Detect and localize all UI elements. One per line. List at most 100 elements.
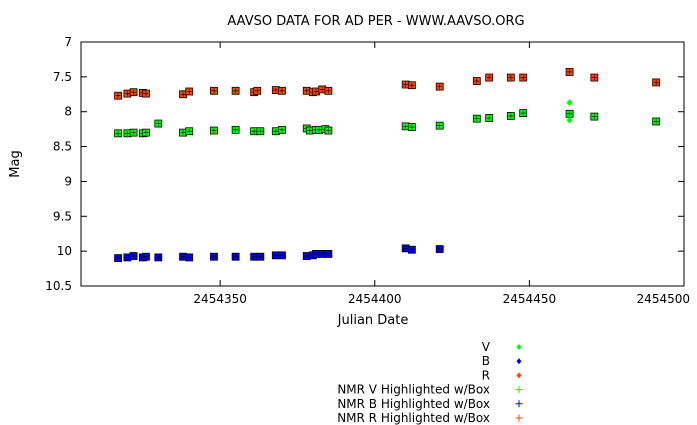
legend-diamond-icon <box>516 372 522 379</box>
data-point-cross <box>273 87 279 93</box>
data-point-cross <box>325 88 331 94</box>
data-point-cross <box>316 127 322 133</box>
data-point-cross <box>186 88 192 94</box>
y-axis: 7 7.5 8 8.5 9 9.5 10 10.5 <box>45 35 684 293</box>
chart-title: AAVSO DATA FOR AD PER - WWW.AAVSO.ORG <box>227 14 524 29</box>
series-r <box>114 68 661 100</box>
x-tick-label: 2454450 <box>503 292 556 306</box>
y-tick-label: 7 <box>64 35 72 49</box>
data-point-cross <box>486 115 492 121</box>
data-point-cross <box>279 127 285 133</box>
data-point-cross <box>251 128 257 134</box>
data-point-cross <box>403 245 409 251</box>
legend-diamond-icon <box>516 358 522 365</box>
legend-label: R <box>482 368 490 382</box>
data-point-cross <box>115 93 121 99</box>
data-point-cross <box>115 130 121 136</box>
data-point-cross <box>143 254 149 260</box>
data-point-cross <box>403 82 409 88</box>
data-point-cross <box>508 75 514 81</box>
plot-frame <box>80 41 685 287</box>
data-point-cross <box>124 91 130 97</box>
legend-label: NMR B Highlighted w/Box <box>337 397 490 411</box>
data-point-v-diamond <box>566 116 573 124</box>
data-point-cross <box>403 123 409 129</box>
y-tick-label: 8 <box>64 105 72 119</box>
data-point-cross <box>115 255 121 261</box>
data-point-cross <box>304 253 310 259</box>
legend-plus-icon <box>515 414 523 422</box>
data-point-cross <box>567 111 573 117</box>
data-point-cross <box>186 254 192 260</box>
legend-plus-icon <box>515 400 523 408</box>
data-point-cross <box>143 130 149 136</box>
data-point-cross <box>233 127 239 133</box>
y-tick-label: 7.5 <box>53 70 72 84</box>
legend-diamond-icon <box>516 344 522 350</box>
y-axis-label: Mag <box>8 150 23 177</box>
y-tick-label: 10.5 <box>45 279 72 293</box>
x-tick-label: 2454500 <box>637 292 690 306</box>
data-point-cross <box>313 88 319 94</box>
data-point-cross <box>520 75 526 81</box>
data-point-cross <box>409 247 415 253</box>
y-tick-label: 9.5 <box>53 209 72 223</box>
data-point-cross <box>474 116 480 122</box>
y-tick-label: 9 <box>64 174 72 188</box>
data-point-v-diamond <box>566 99 573 107</box>
data-point-cross <box>131 130 137 136</box>
data-point-cross <box>319 86 325 92</box>
data-point-cross <box>508 113 514 119</box>
data-point-cross <box>233 88 239 94</box>
data-point-cross <box>155 254 161 260</box>
data-point-cross <box>273 128 279 134</box>
data-point-cross <box>437 84 443 90</box>
legend-plus-icon <box>515 386 523 394</box>
x-axis: 2454350 2454400 2454450 2454500 <box>193 42 690 306</box>
x-tick-label: 2454400 <box>348 292 401 306</box>
data-point-cross <box>319 251 325 257</box>
data-point-cross <box>186 128 192 134</box>
data-point-cross <box>180 91 186 97</box>
legend-label: B <box>482 354 490 368</box>
data-point-cross <box>257 128 263 134</box>
series-v <box>114 99 661 138</box>
data-point-cross <box>180 254 186 260</box>
data-point-cross <box>325 128 331 134</box>
data-point-cross <box>155 121 161 127</box>
data-point-cross <box>486 75 492 81</box>
data-points <box>114 68 661 263</box>
data-point-cross <box>279 252 285 258</box>
data-point-cross <box>273 252 279 258</box>
data-point-cross <box>307 128 313 134</box>
x-axis-label: Julian Date <box>337 313 409 328</box>
data-point-cross <box>313 251 319 257</box>
data-point-cross <box>304 88 310 94</box>
data-point-cross <box>409 82 415 88</box>
data-point-cross <box>180 130 186 136</box>
data-point-cross <box>437 246 443 252</box>
legend-label: NMR V Highlighted w/Box <box>337 383 490 397</box>
data-point-cross <box>279 88 285 94</box>
data-point-cross <box>437 123 443 129</box>
data-point-cross <box>520 110 526 116</box>
data-point-cross <box>143 91 149 97</box>
data-point-cross <box>591 75 597 81</box>
data-point-cross <box>131 253 137 259</box>
data-point-cross <box>251 254 257 260</box>
data-point-cross <box>131 89 137 95</box>
data-point-cross <box>211 128 217 134</box>
data-point-cross <box>474 78 480 84</box>
data-point-cross <box>591 114 597 120</box>
data-point-cross <box>653 118 659 124</box>
data-point-cross <box>567 69 573 75</box>
data-point-cross <box>124 130 130 136</box>
data-point-cross <box>409 124 415 130</box>
data-point-cross <box>254 88 260 94</box>
data-point-cross <box>211 88 217 94</box>
data-point-cross <box>653 79 659 85</box>
data-point-cross <box>233 254 239 260</box>
data-point-cross <box>211 254 217 260</box>
